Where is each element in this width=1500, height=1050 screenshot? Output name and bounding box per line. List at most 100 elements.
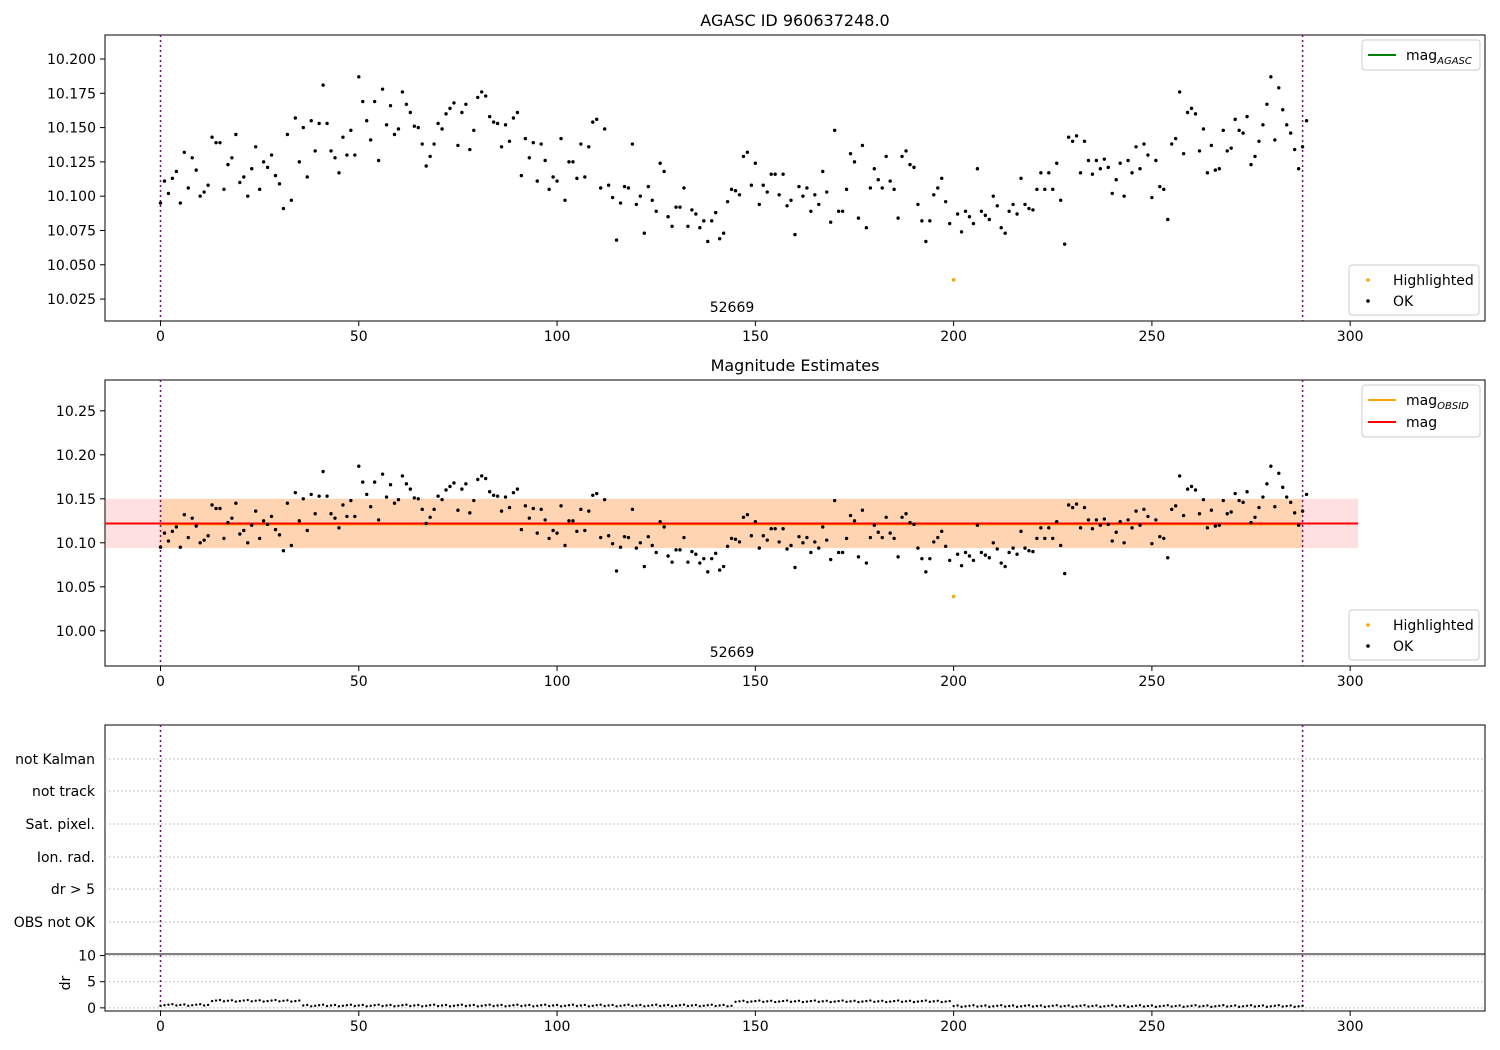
dr-point (444, 1003, 448, 1007)
ok-point (436, 494, 440, 498)
dr-point (1043, 1005, 1047, 1009)
dr-point (770, 999, 773, 1003)
ok-point (206, 183, 210, 187)
dr-point (1265, 1005, 1269, 1009)
ok-point (563, 543, 567, 548)
dr-point (1230, 1004, 1233, 1008)
ok-point (456, 143, 460, 148)
dr-point (341, 1004, 345, 1007)
ok-point (428, 515, 432, 519)
ok-point (1031, 208, 1035, 212)
ok-point (214, 506, 218, 511)
ok-point (408, 487, 413, 491)
ok-point (158, 201, 163, 205)
dr-point (1277, 1004, 1280, 1007)
ok-point (281, 549, 286, 553)
ok-point (491, 120, 496, 124)
ok-point (1058, 543, 1063, 548)
ok-point (634, 202, 639, 207)
ok-point (1269, 464, 1273, 468)
ok-point (1257, 139, 1261, 144)
ok-point (602, 127, 607, 131)
ok-point (928, 556, 932, 561)
x-tick-label: 300 (1337, 1019, 1364, 1035)
dr-point (234, 1000, 238, 1003)
ok-point (1058, 198, 1063, 202)
y-tick-label: 5 (87, 975, 96, 991)
dr-point (349, 1003, 353, 1006)
ok-point (301, 125, 305, 130)
y-tick-label: 10.05 (56, 580, 96, 596)
ok-point (1130, 171, 1134, 175)
ok-point (1249, 162, 1253, 167)
dr-point (547, 1004, 551, 1008)
highlighted-point (951, 594, 956, 599)
dr-point (206, 1003, 210, 1007)
ok-point (345, 514, 349, 519)
dr-point (734, 1000, 737, 1004)
dr-point (214, 999, 218, 1002)
ok-point (717, 568, 722, 572)
ok-point (380, 472, 385, 476)
dr-point (1257, 1004, 1261, 1008)
ok-point (1170, 142, 1174, 146)
x-tick-label: 300 (1337, 329, 1364, 345)
dr-point (230, 999, 234, 1002)
ok-point (729, 187, 734, 192)
dr-point (793, 1000, 797, 1003)
dr-point (321, 1003, 325, 1006)
legend-label: magOBSID (1406, 393, 1469, 412)
dr-point (1015, 1005, 1019, 1009)
dr-point (1059, 1005, 1062, 1008)
legend-label: Highlighted (1393, 618, 1474, 634)
ok-point (1166, 556, 1170, 560)
dr-point (532, 1005, 535, 1008)
ok-point (757, 546, 762, 550)
ok-point (269, 153, 274, 157)
ok-point (559, 136, 563, 141)
ok-point (321, 469, 325, 474)
dr-point (1170, 1005, 1173, 1008)
dr-point (833, 1000, 836, 1003)
ok-point (404, 102, 409, 106)
ok-point (920, 556, 924, 561)
ok-point (1102, 517, 1107, 521)
ok-point (805, 186, 809, 190)
ok-point (832, 128, 837, 133)
ok-point (1189, 484, 1194, 489)
dr-point (436, 1004, 440, 1008)
ok-point (828, 557, 833, 562)
ok-point (1245, 490, 1249, 494)
dr-point (730, 1004, 733, 1007)
dr-point (480, 1004, 483, 1007)
dr-point (948, 999, 951, 1003)
ok-point (1142, 507, 1146, 512)
dr-point (968, 1004, 971, 1007)
ok-point (464, 102, 468, 106)
plot-area (104, 724, 1486, 1012)
ok-point (273, 173, 278, 178)
dr-point (647, 1004, 650, 1007)
ok-point (848, 513, 853, 518)
dr-point (928, 1000, 932, 1004)
dr-point (742, 999, 745, 1003)
dr-point (869, 999, 872, 1002)
obsid-annotation: 52669 (710, 645, 755, 661)
ok-point (333, 156, 337, 160)
ok-point (257, 187, 262, 192)
dr-point (877, 1000, 880, 1003)
y-tick-label: 10.050 (47, 258, 96, 274)
dr-point (591, 1004, 594, 1007)
dr-point (956, 1004, 959, 1007)
ok-point (797, 184, 801, 189)
ok-point (281, 206, 286, 211)
ok-point (539, 507, 543, 512)
dr-point (1122, 1004, 1126, 1007)
ok-point (250, 167, 254, 171)
dr-point (1206, 1004, 1209, 1007)
flag-label: not track (32, 784, 96, 800)
ok-point (1166, 217, 1170, 222)
dr-point (666, 1003, 670, 1007)
ok-point (289, 543, 294, 548)
ok-point (1281, 108, 1285, 112)
